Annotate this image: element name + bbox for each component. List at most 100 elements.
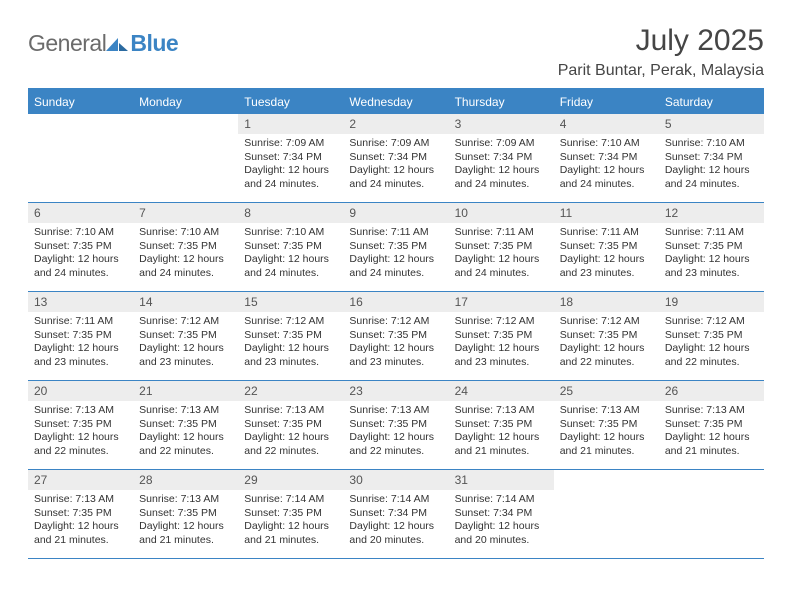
logo-text-2: Blue <box>130 30 178 57</box>
day-details: Sunrise: 7:13 AMSunset: 7:35 PMDaylight:… <box>449 401 554 463</box>
sunrise-line: Sunrise: 7:11 AM <box>349 226 442 240</box>
sunrise-line: Sunrise: 7:09 AM <box>244 137 337 151</box>
weekday-header: Monday <box>133 89 238 114</box>
calendar-day-cell: 29Sunrise: 7:14 AMSunset: 7:35 PMDayligh… <box>238 470 343 559</box>
day-details: Sunrise: 7:09 AMSunset: 7:34 PMDaylight:… <box>343 134 448 196</box>
day-details: Sunrise: 7:13 AMSunset: 7:35 PMDaylight:… <box>28 490 133 552</box>
daylight-line: Daylight: 12 hours and 24 minutes. <box>665 164 758 191</box>
calendar-week-row: 1Sunrise: 7:09 AMSunset: 7:34 PMDaylight… <box>28 114 764 203</box>
day-details: Sunrise: 7:12 AMSunset: 7:35 PMDaylight:… <box>133 312 238 374</box>
sunset-line: Sunset: 7:34 PM <box>560 151 653 165</box>
calendar-table: SundayMondayTuesdayWednesdayThursdayFrid… <box>28 88 764 559</box>
calendar-day-cell: 14Sunrise: 7:12 AMSunset: 7:35 PMDayligh… <box>133 292 238 381</box>
sunset-line: Sunset: 7:35 PM <box>244 418 337 432</box>
day-details: Sunrise: 7:11 AMSunset: 7:35 PMDaylight:… <box>554 223 659 285</box>
sunrise-line: Sunrise: 7:13 AM <box>349 404 442 418</box>
daylight-line: Daylight: 12 hours and 21 minutes. <box>560 431 653 458</box>
calendar-day-cell: 24Sunrise: 7:13 AMSunset: 7:35 PMDayligh… <box>449 381 554 470</box>
day-number: 17 <box>449 292 554 312</box>
calendar-day-cell: 12Sunrise: 7:11 AMSunset: 7:35 PMDayligh… <box>659 203 764 292</box>
sunset-line: Sunset: 7:35 PM <box>139 329 232 343</box>
sunset-line: Sunset: 7:35 PM <box>455 240 548 254</box>
day-number: 22 <box>238 381 343 401</box>
daylight-line: Daylight: 12 hours and 24 minutes. <box>349 253 442 280</box>
daylight-line: Daylight: 12 hours and 24 minutes. <box>244 164 337 191</box>
sunset-line: Sunset: 7:35 PM <box>455 418 548 432</box>
sunrise-line: Sunrise: 7:12 AM <box>139 315 232 329</box>
calendar-day-cell: 8Sunrise: 7:10 AMSunset: 7:35 PMDaylight… <box>238 203 343 292</box>
sunrise-line: Sunrise: 7:10 AM <box>560 137 653 151</box>
calendar-day-cell: 21Sunrise: 7:13 AMSunset: 7:35 PMDayligh… <box>133 381 238 470</box>
location: Parit Buntar, Perak, Malaysia <box>558 62 764 80</box>
daylight-line: Daylight: 12 hours and 23 minutes. <box>349 342 442 369</box>
sunrise-line: Sunrise: 7:12 AM <box>349 315 442 329</box>
sunset-line: Sunset: 7:35 PM <box>139 507 232 521</box>
sunset-line: Sunset: 7:34 PM <box>455 151 548 165</box>
day-number: 6 <box>28 203 133 223</box>
sunset-line: Sunset: 7:35 PM <box>665 329 758 343</box>
calendar-day-cell: 3Sunrise: 7:09 AMSunset: 7:34 PMDaylight… <box>449 114 554 203</box>
daylight-line: Daylight: 12 hours and 21 minutes. <box>665 431 758 458</box>
sunrise-line: Sunrise: 7:12 AM <box>455 315 548 329</box>
calendar-day-cell: 23Sunrise: 7:13 AMSunset: 7:35 PMDayligh… <box>343 381 448 470</box>
daylight-line: Daylight: 12 hours and 24 minutes. <box>244 253 337 280</box>
day-number: 9 <box>343 203 448 223</box>
daylight-line: Daylight: 12 hours and 22 minutes. <box>139 431 232 458</box>
day-details: Sunrise: 7:12 AMSunset: 7:35 PMDaylight:… <box>238 312 343 374</box>
sunrise-line: Sunrise: 7:13 AM <box>455 404 548 418</box>
calendar-day-cell: 9Sunrise: 7:11 AMSunset: 7:35 PMDaylight… <box>343 203 448 292</box>
sunset-line: Sunset: 7:34 PM <box>455 507 548 521</box>
sunrise-line: Sunrise: 7:13 AM <box>244 404 337 418</box>
day-number: 15 <box>238 292 343 312</box>
daylight-line: Daylight: 12 hours and 23 minutes. <box>455 342 548 369</box>
calendar-day-cell: 10Sunrise: 7:11 AMSunset: 7:35 PMDayligh… <box>449 203 554 292</box>
day-number: 28 <box>133 470 238 490</box>
sunrise-line: Sunrise: 7:09 AM <box>455 137 548 151</box>
daylight-line: Daylight: 12 hours and 22 minutes. <box>244 431 337 458</box>
calendar-day-cell: 2Sunrise: 7:09 AMSunset: 7:34 PMDaylight… <box>343 114 448 203</box>
weekday-header-row: SundayMondayTuesdayWednesdayThursdayFrid… <box>28 89 764 114</box>
sunrise-line: Sunrise: 7:12 AM <box>665 315 758 329</box>
month-title: July 2025 <box>558 24 764 58</box>
day-details: Sunrise: 7:13 AMSunset: 7:35 PMDaylight:… <box>133 401 238 463</box>
day-details: Sunrise: 7:13 AMSunset: 7:35 PMDaylight:… <box>554 401 659 463</box>
logo-sail-icon <box>106 35 128 51</box>
day-number: 12 <box>659 203 764 223</box>
day-details: Sunrise: 7:12 AMSunset: 7:35 PMDaylight:… <box>659 312 764 374</box>
day-number: 19 <box>659 292 764 312</box>
day-number: 16 <box>343 292 448 312</box>
calendar-day-cell: 20Sunrise: 7:13 AMSunset: 7:35 PMDayligh… <box>28 381 133 470</box>
day-details: Sunrise: 7:14 AMSunset: 7:35 PMDaylight:… <box>238 490 343 552</box>
calendar-day-cell: 6Sunrise: 7:10 AMSunset: 7:35 PMDaylight… <box>28 203 133 292</box>
calendar-week-row: 20Sunrise: 7:13 AMSunset: 7:35 PMDayligh… <box>28 381 764 470</box>
sunrise-line: Sunrise: 7:11 AM <box>34 315 127 329</box>
calendar-day-cell: 5Sunrise: 7:10 AMSunset: 7:34 PMDaylight… <box>659 114 764 203</box>
day-details: Sunrise: 7:11 AMSunset: 7:35 PMDaylight:… <box>28 312 133 374</box>
day-details: Sunrise: 7:09 AMSunset: 7:34 PMDaylight:… <box>449 134 554 196</box>
calendar-day-cell: 7Sunrise: 7:10 AMSunset: 7:35 PMDaylight… <box>133 203 238 292</box>
day-number: 11 <box>554 203 659 223</box>
daylight-line: Daylight: 12 hours and 21 minutes. <box>455 431 548 458</box>
day-number: 27 <box>28 470 133 490</box>
day-details: Sunrise: 7:09 AMSunset: 7:34 PMDaylight:… <box>238 134 343 196</box>
day-number: 21 <box>133 381 238 401</box>
day-number: 26 <box>659 381 764 401</box>
day-details: Sunrise: 7:10 AMSunset: 7:34 PMDaylight:… <box>554 134 659 196</box>
sunrise-line: Sunrise: 7:11 AM <box>455 226 548 240</box>
sunset-line: Sunset: 7:35 PM <box>244 329 337 343</box>
weekday-header: Saturday <box>659 89 764 114</box>
weekday-header: Thursday <box>449 89 554 114</box>
calendar-day-cell: 27Sunrise: 7:13 AMSunset: 7:35 PMDayligh… <box>28 470 133 559</box>
day-number: 23 <box>343 381 448 401</box>
daylight-line: Daylight: 12 hours and 24 minutes. <box>34 253 127 280</box>
sunrise-line: Sunrise: 7:11 AM <box>665 226 758 240</box>
day-number: 29 <box>238 470 343 490</box>
daylight-line: Daylight: 12 hours and 21 minutes. <box>139 520 232 547</box>
weekday-header: Wednesday <box>343 89 448 114</box>
calendar-day-cell: 30Sunrise: 7:14 AMSunset: 7:34 PMDayligh… <box>343 470 448 559</box>
calendar-day-cell: 19Sunrise: 7:12 AMSunset: 7:35 PMDayligh… <box>659 292 764 381</box>
daylight-line: Daylight: 12 hours and 23 minutes. <box>139 342 232 369</box>
day-details: Sunrise: 7:12 AMSunset: 7:35 PMDaylight:… <box>554 312 659 374</box>
day-details: Sunrise: 7:11 AMSunset: 7:35 PMDaylight:… <box>659 223 764 285</box>
day-details: Sunrise: 7:12 AMSunset: 7:35 PMDaylight:… <box>449 312 554 374</box>
